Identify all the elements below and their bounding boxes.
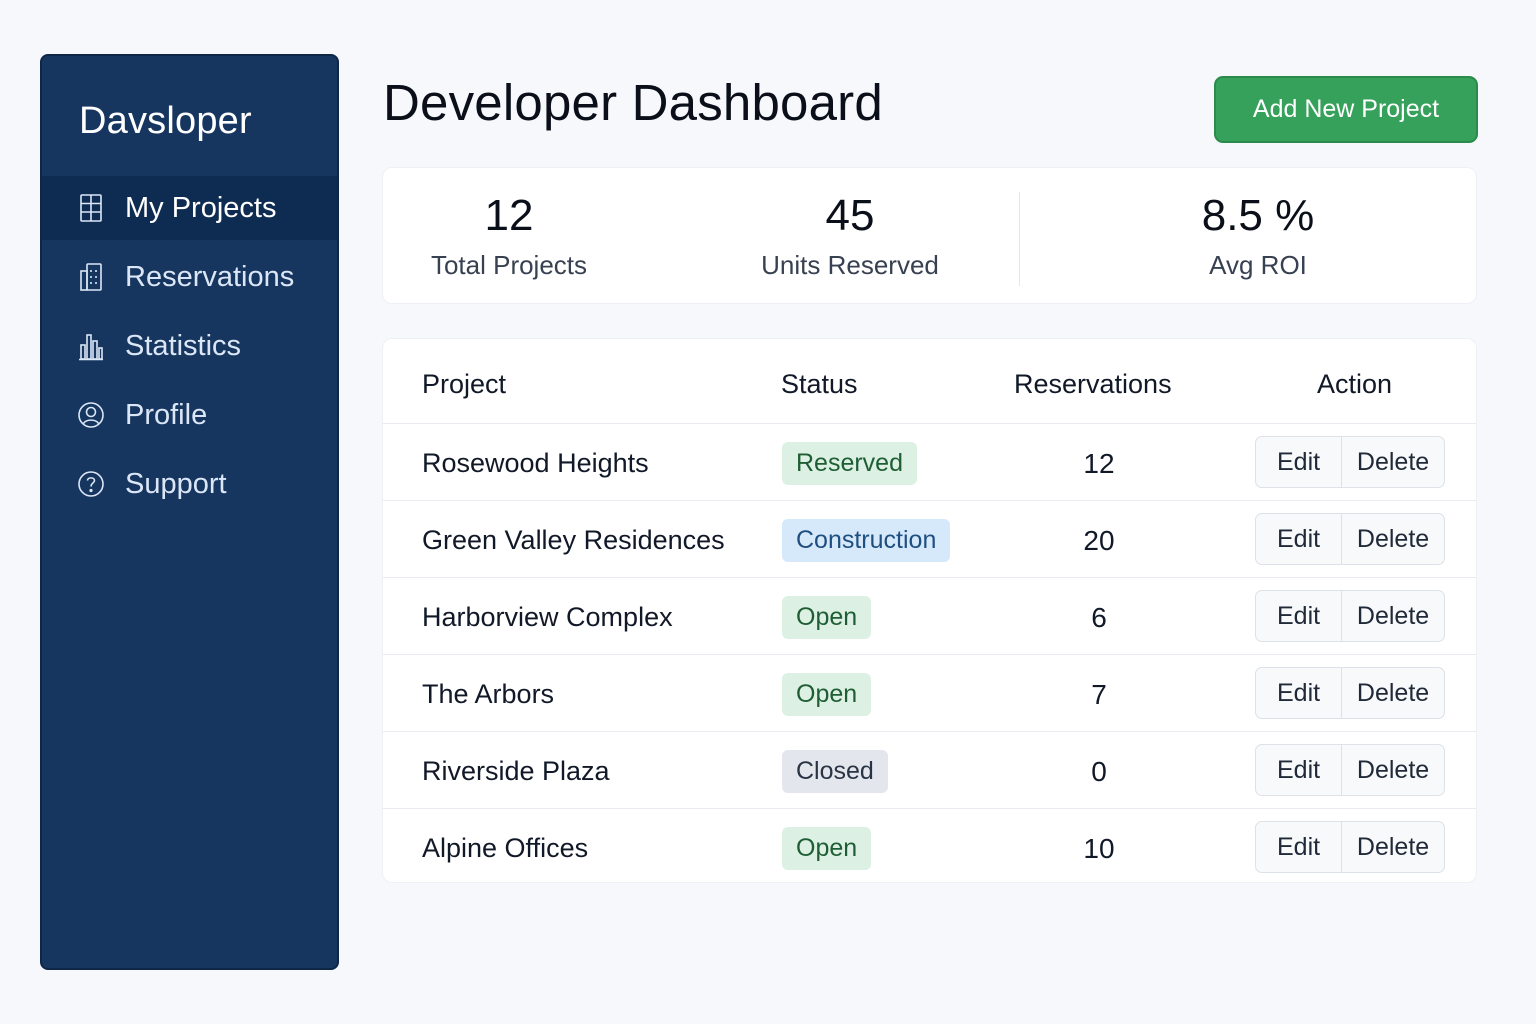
reservations-count: 10 bbox=[1083, 833, 1115, 864]
add-new-project-button[interactable]: Add New Project bbox=[1214, 76, 1478, 143]
project-name: The Arbors bbox=[422, 679, 555, 709]
row-actions: Edit Delete bbox=[1255, 513, 1445, 565]
delete-button[interactable]: Delete bbox=[1356, 447, 1430, 476]
table-row: Riverside Plaza Closed 0 Edit Delete bbox=[383, 732, 1476, 809]
table-header: Project Status Reservations Action bbox=[383, 339, 1476, 424]
delete-button[interactable]: Delete bbox=[1356, 524, 1430, 553]
edit-button[interactable]: Edit bbox=[1256, 822, 1343, 872]
stats-divider bbox=[1019, 192, 1020, 286]
table-row: Rosewood Heights Reserved 12 Edit Delete bbox=[383, 424, 1476, 501]
sidebar-item-reservations[interactable]: Reservations bbox=[42, 245, 337, 309]
brand-logo-text[interactable]: Davsloper bbox=[79, 100, 252, 142]
edit-button[interactable]: Edit bbox=[1256, 437, 1343, 487]
status-badge: Construction bbox=[782, 519, 951, 562]
stat-value: 45 bbox=[825, 191, 875, 240]
help-circle-icon bbox=[78, 469, 104, 499]
sidebar-item-label: Support bbox=[125, 467, 227, 500]
sidebar-item-label: Statistics bbox=[125, 329, 242, 362]
project-name: Harborview Complex bbox=[422, 602, 673, 632]
reservations-count: 0 bbox=[1091, 756, 1107, 787]
column-header-reservations: Reservations bbox=[1014, 369, 1172, 399]
status-badge: Reserved bbox=[782, 442, 917, 485]
stat-total-projects: 12 Total Projects bbox=[421, 190, 597, 281]
row-actions: Edit Delete bbox=[1255, 667, 1445, 719]
column-header-action: Action bbox=[1317, 369, 1393, 399]
stat-label: Units Reserved bbox=[761, 250, 939, 280]
edit-button[interactable]: Edit bbox=[1256, 591, 1343, 641]
sidebar-item-my-projects[interactable]: My Projects bbox=[42, 176, 337, 240]
reservations-count: 7 bbox=[1091, 679, 1107, 710]
sidebar-item-profile[interactable]: Profile bbox=[42, 383, 337, 447]
delete-button[interactable]: Delete bbox=[1356, 601, 1430, 630]
row-actions: Edit Delete bbox=[1255, 821, 1445, 873]
status-badge: Closed bbox=[782, 750, 888, 793]
status-badge: Open bbox=[782, 673, 872, 716]
project-name: Green Valley Residences bbox=[422, 525, 725, 555]
page-title: Developer Dashboard bbox=[383, 74, 883, 131]
project-name: Riverside Plaza bbox=[422, 756, 610, 786]
row-actions: Edit Delete bbox=[1255, 744, 1445, 796]
stats-card: 12 Total Projects 45 Units Reserved 8.5 … bbox=[382, 167, 1477, 304]
sidebar-item-label: My Projects bbox=[125, 191, 277, 224]
sidebar-item-label: Reservations bbox=[125, 260, 295, 293]
project-name: Rosewood Heights bbox=[422, 448, 649, 478]
stat-units-reserved: 45 Units Reserved bbox=[750, 190, 950, 281]
sidebar-nav: My Projects Reservations bbox=[42, 176, 337, 521]
grid-icon bbox=[78, 193, 104, 223]
sidebar: Davsloper My Projects bbox=[40, 54, 339, 970]
table-row: Alpine Offices Open 10 Edit Delete bbox=[383, 809, 1476, 886]
reservations-count: 20 bbox=[1083, 525, 1115, 556]
stat-avg-roi: 8.5 % Avg ROI bbox=[1188, 190, 1328, 281]
bar-chart-icon bbox=[78, 331, 104, 361]
edit-button[interactable]: Edit bbox=[1256, 668, 1343, 718]
stat-label: Avg ROI bbox=[1209, 250, 1307, 280]
delete-button[interactable]: Delete bbox=[1356, 832, 1430, 861]
stat-value: 12 bbox=[484, 191, 534, 240]
sidebar-item-label: Profile bbox=[125, 398, 208, 431]
delete-button[interactable]: Delete bbox=[1356, 755, 1430, 784]
user-circle-icon bbox=[78, 400, 104, 430]
building-icon bbox=[78, 262, 104, 292]
stat-value: 8.5 % bbox=[1201, 191, 1315, 240]
row-actions: Edit Delete bbox=[1255, 590, 1445, 642]
column-header-project: Project bbox=[422, 369, 507, 399]
stat-label: Total Projects bbox=[430, 250, 588, 280]
project-name: Alpine Offices bbox=[422, 833, 589, 863]
edit-button[interactable]: Edit bbox=[1256, 745, 1343, 795]
column-header-status: Status bbox=[781, 369, 858, 399]
table-row: Green Valley Residences Construction 20 … bbox=[383, 501, 1476, 578]
sidebar-item-statistics[interactable]: Statistics bbox=[42, 314, 337, 378]
sidebar-item-support[interactable]: Support bbox=[42, 452, 337, 516]
reservations-count: 6 bbox=[1091, 602, 1107, 633]
reservations-count: 12 bbox=[1083, 448, 1115, 479]
row-actions: Edit Delete bbox=[1255, 436, 1445, 488]
table-row: The Arbors Open 7 Edit Delete bbox=[383, 655, 1476, 732]
table-row: Harborview Complex Open 6 Edit Delete bbox=[383, 578, 1476, 655]
delete-button[interactable]: Delete bbox=[1356, 678, 1430, 707]
status-badge: Open bbox=[782, 827, 872, 870]
projects-table: Project Status Reservations Action Rosew… bbox=[382, 338, 1477, 883]
status-badge: Open bbox=[782, 596, 872, 639]
edit-button[interactable]: Edit bbox=[1256, 514, 1343, 564]
